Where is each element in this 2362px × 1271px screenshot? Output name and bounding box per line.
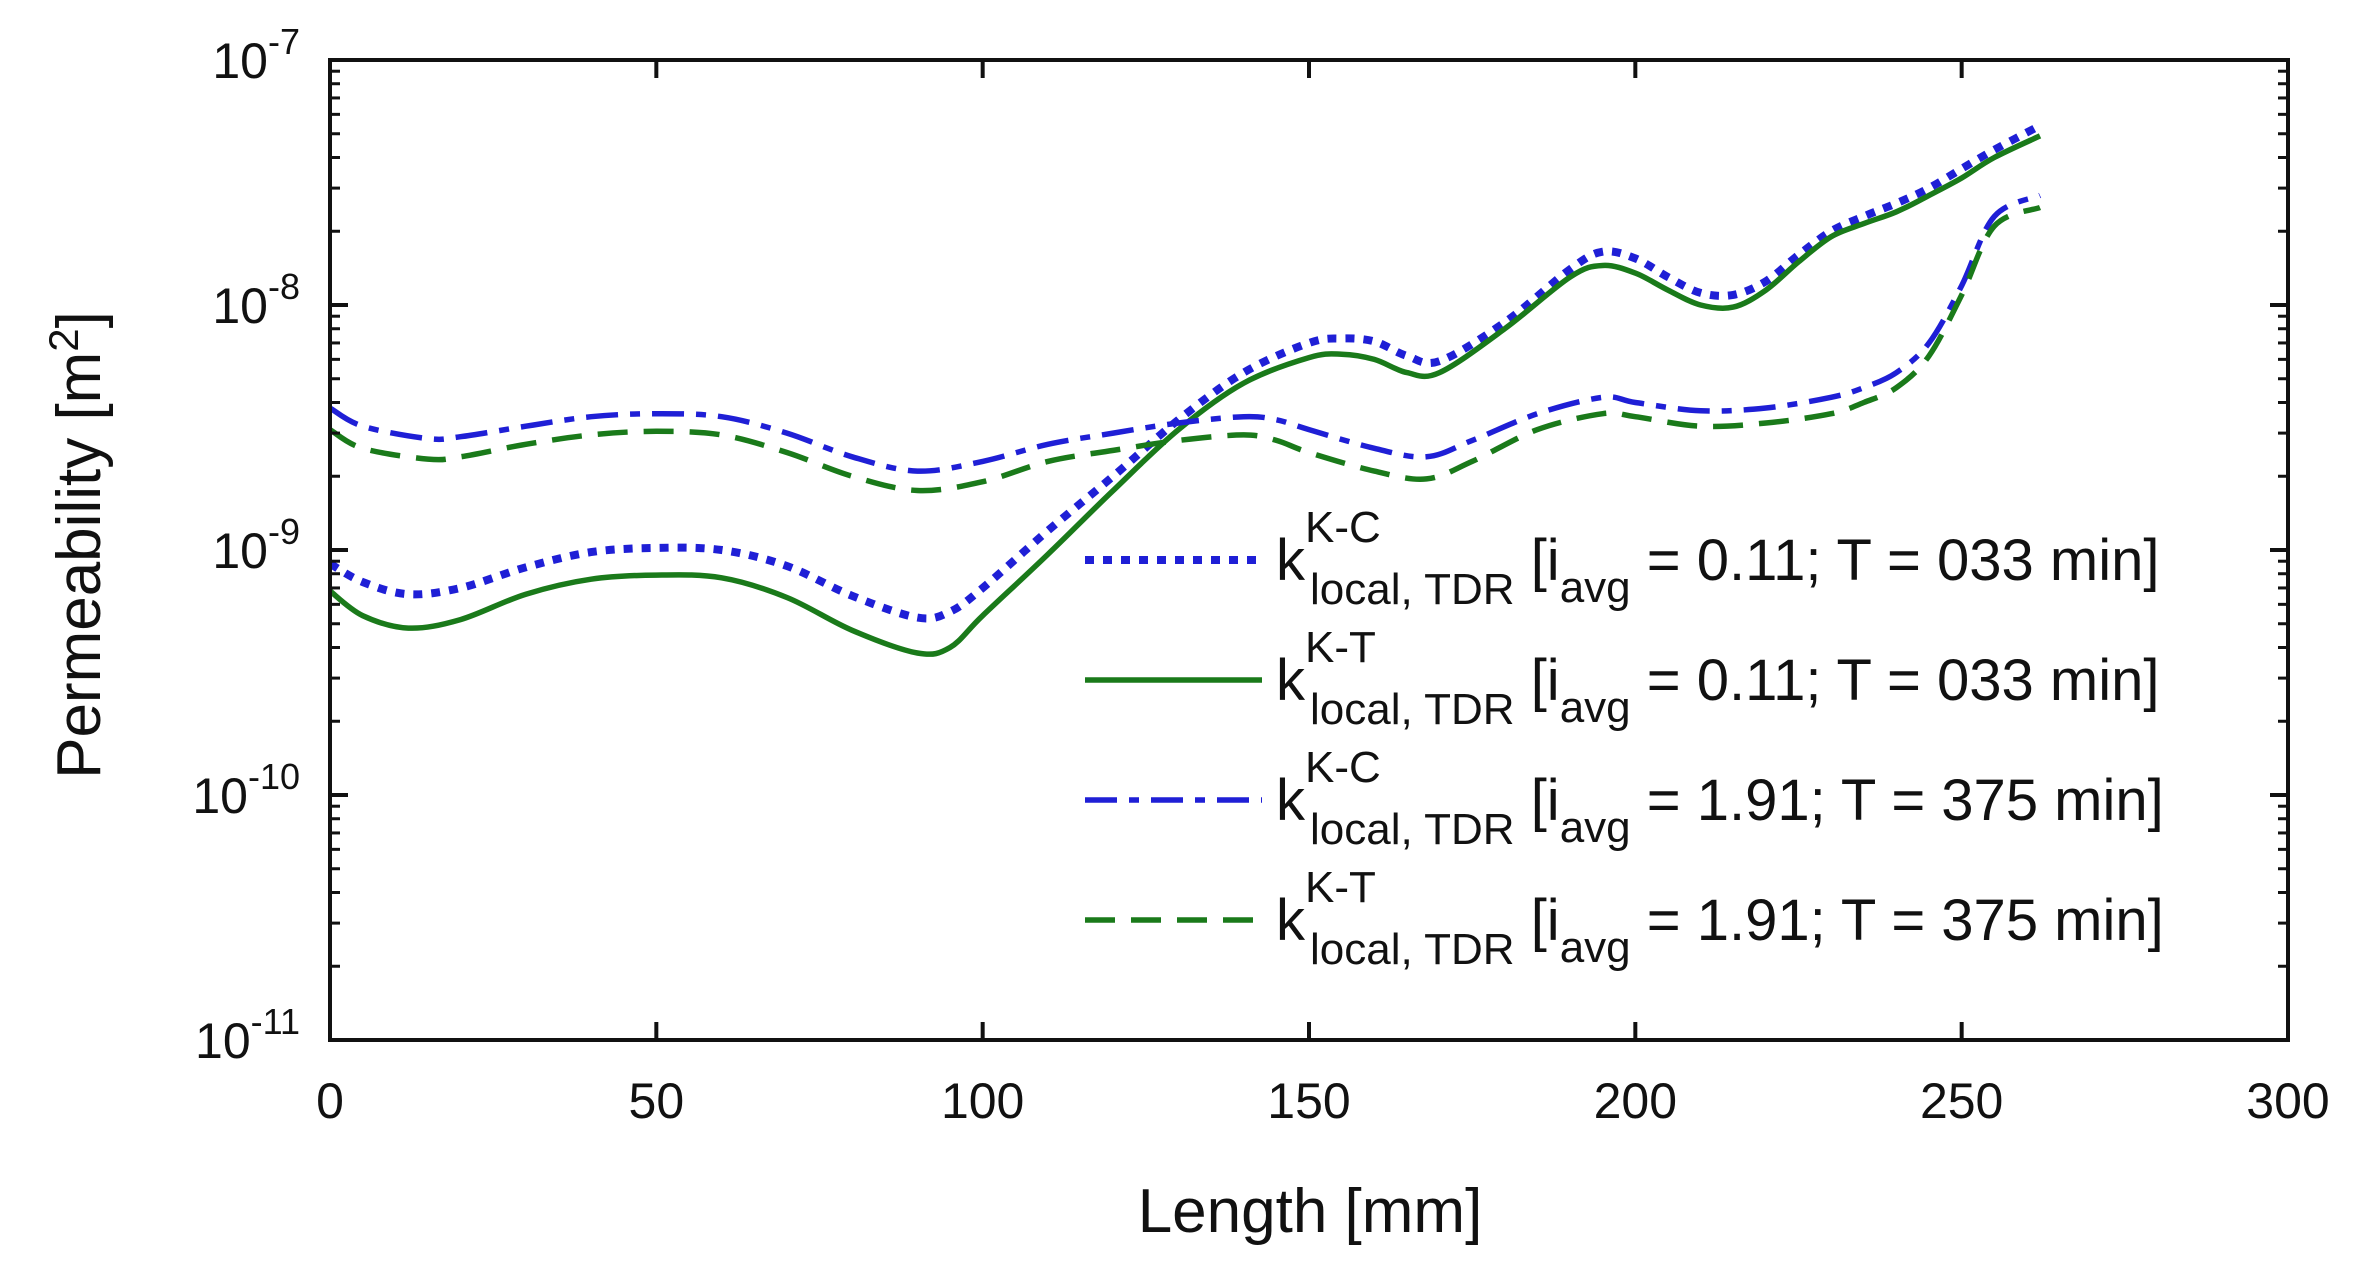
- x-tick-label: 250: [1920, 1073, 2003, 1129]
- legend: kK-C local, TDR [iavg = 0.11; T = 033 min…: [1085, 503, 2164, 974]
- legend-label: kK-C local, TDR [iavg = 0.11; T = 033 min…: [1276, 503, 2159, 614]
- y-axis-label-close: ]: [45, 311, 114, 328]
- legend-entry-2: kK-T local, TDR [iavg = 0.11; T = 033 min…: [1085, 623, 2159, 734]
- series-line-4: [330, 204, 2042, 494]
- y-tick-label: 10-9: [212, 511, 300, 579]
- y-axis-label-exponent: 2: [40, 328, 87, 351]
- x-axis-label: Length [mm]: [1138, 1177, 1483, 1246]
- x-tick-label: 0: [316, 1073, 344, 1129]
- series-line-3: [330, 192, 2042, 474]
- y-axis-label: Permeability [m2]: [40, 311, 114, 779]
- y-tick-label: 10-11: [195, 1001, 300, 1069]
- y-tick-label: 10-7: [212, 21, 300, 89]
- legend-entry-1: kK-C local, TDR [iavg = 0.11; T = 033 min…: [1085, 503, 2159, 614]
- legend-label: kK-T local, TDR [iavg = 0.11; T = 033 min…: [1276, 623, 2159, 734]
- y-tick-label: 10-8: [212, 266, 300, 334]
- x-tick-labels: 0 50 100 150 200 250 300: [316, 1073, 2330, 1129]
- x-tick-label: 150: [1267, 1073, 1350, 1129]
- y-tick-label: 10-10: [192, 756, 300, 824]
- series-line-1: [330, 122, 2042, 623]
- series-line-2: [330, 133, 2042, 657]
- tick-marks: [328, 58, 2290, 1042]
- legend-label: kK-C local, TDR [iavg = 1.91; T = 375 min…: [1276, 743, 2164, 854]
- x-tick-label: 200: [1594, 1073, 1677, 1129]
- x-tick-label: 100: [941, 1073, 1024, 1129]
- legend-entry-4: kK-T local, TDR [iavg = 1.91; T = 375 min…: [1085, 863, 2164, 974]
- legend-entry-3: kK-C local, TDR [iavg = 1.91; T = 375 min…: [1085, 743, 2164, 854]
- y-tick-labels: 10-11 10-10 10-9 10-8 10-7: [192, 21, 300, 1069]
- x-tick-label: 50: [629, 1073, 685, 1129]
- y-axis-label-main: Permeability [m: [45, 352, 114, 779]
- legend-label: kK-T local, TDR [iavg = 1.91; T = 375 min…: [1276, 863, 2164, 974]
- x-tick-label: 300: [2246, 1073, 2329, 1129]
- plot-lines: [330, 122, 2042, 657]
